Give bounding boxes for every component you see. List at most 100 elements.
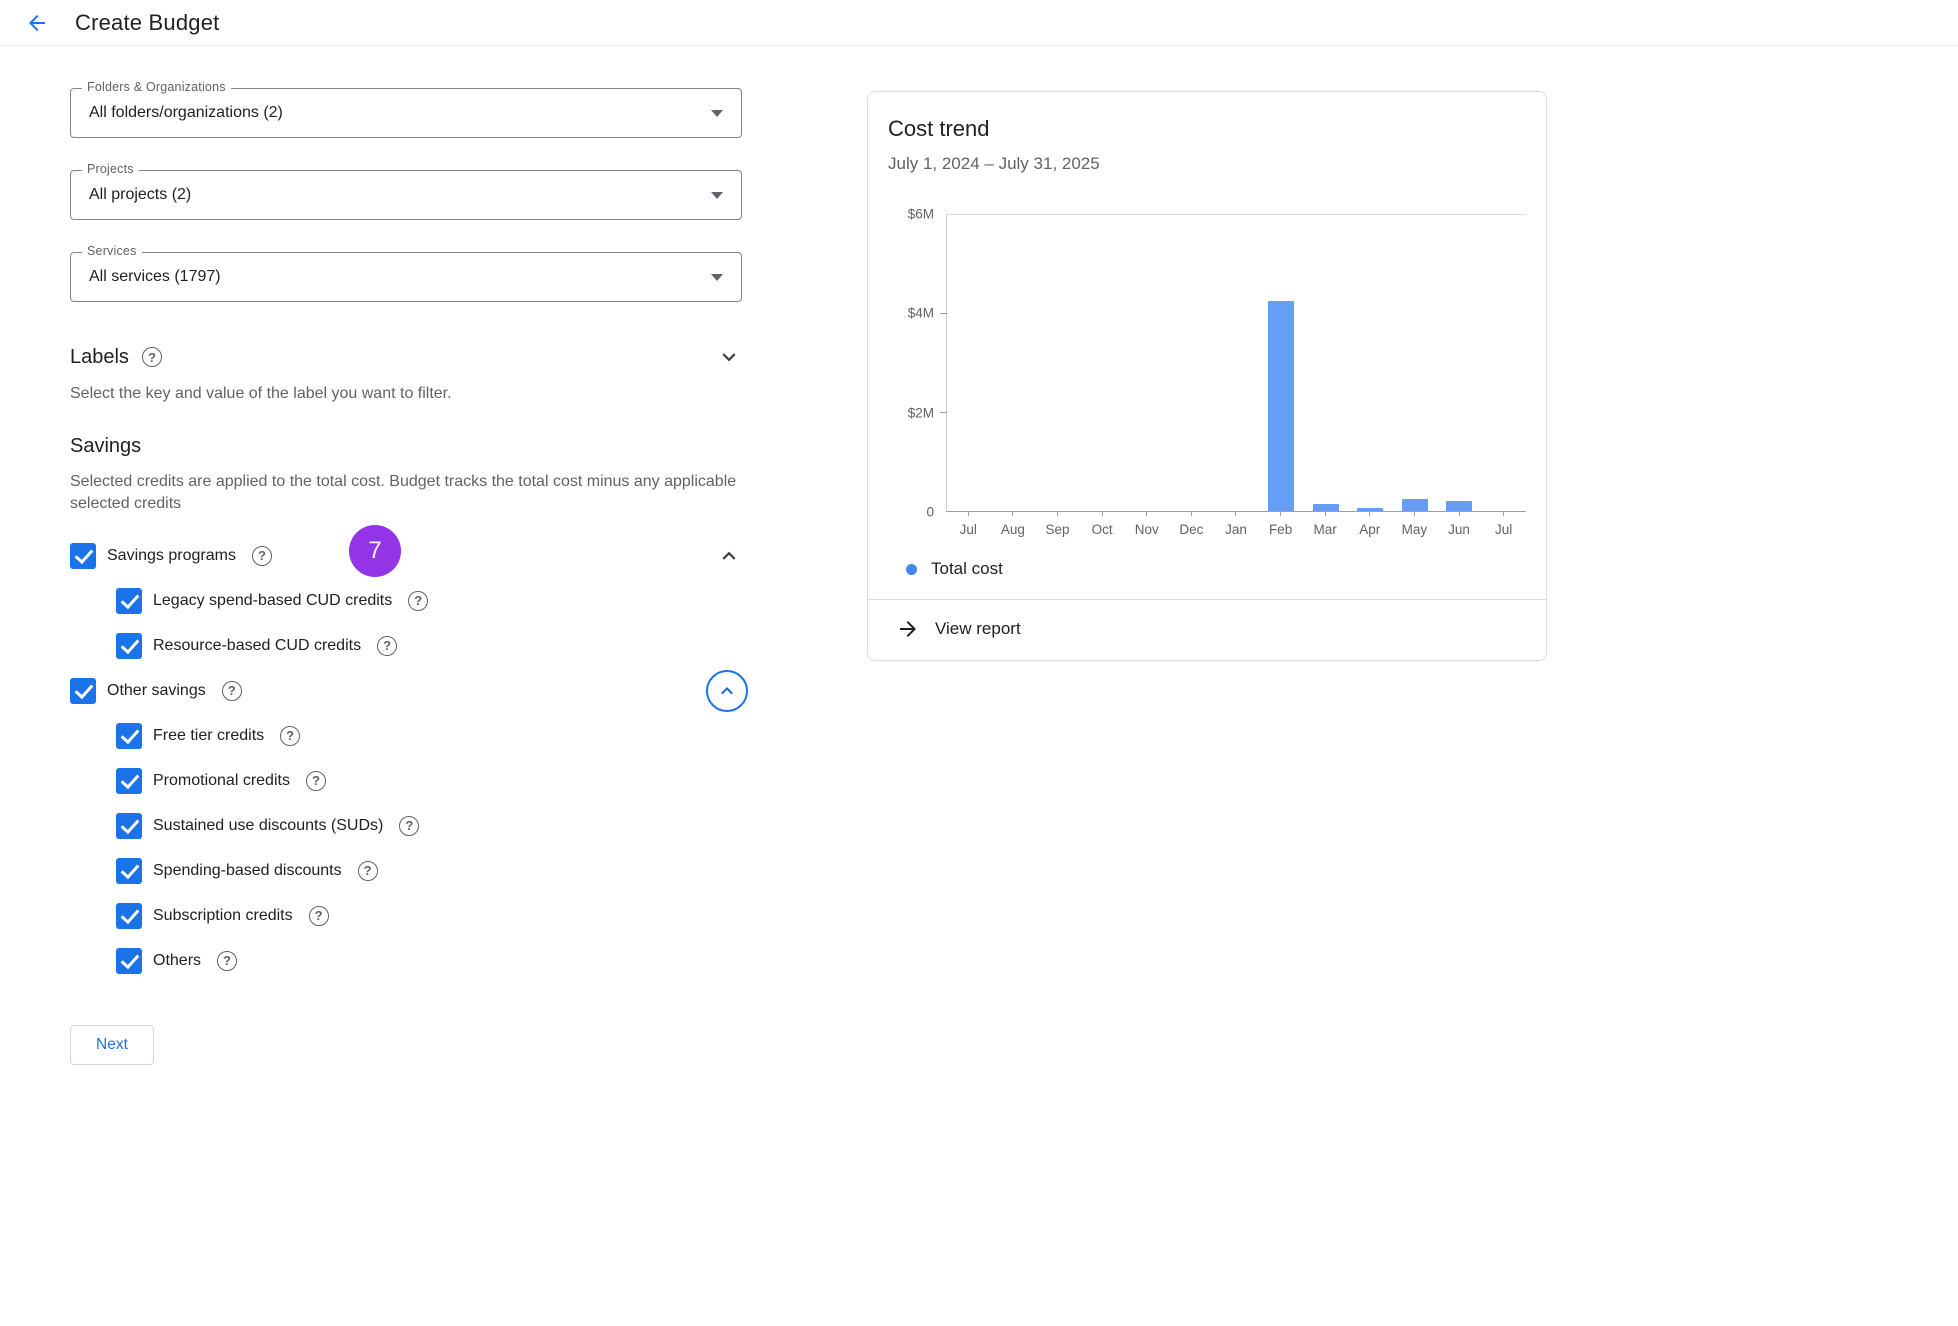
other-savings-row: Other savings bbox=[70, 668, 748, 713]
x-tick-1: Aug bbox=[991, 512, 1036, 537]
folders-organizations-label: Folders & Organizations bbox=[82, 80, 231, 94]
services-label: Services bbox=[82, 244, 142, 258]
x-tick-label: Jul bbox=[959, 522, 977, 537]
x-tick-label: Jun bbox=[1448, 522, 1470, 537]
free-tier-credits-help-icon[interactable] bbox=[280, 725, 301, 746]
subscription-credits-label: Subscription credits bbox=[153, 906, 293, 924]
x-tick-label: Jul bbox=[1494, 522, 1513, 537]
legacy-cud-credits-row: Legacy spend-based CUD credits bbox=[116, 578, 742, 623]
promotional-credits-help-icon[interactable] bbox=[305, 770, 326, 791]
others-checkbox[interactable] bbox=[116, 947, 142, 974]
labels-section: Labels Select the key and value of the l… bbox=[70, 344, 742, 405]
savings-section: Savings Selected credits are applied to … bbox=[70, 435, 748, 983]
bar-may-10 bbox=[1401, 498, 1428, 511]
x-tick-2: Sep bbox=[1035, 512, 1080, 537]
others-row: Others bbox=[116, 938, 742, 983]
savings-section-title: Savings bbox=[70, 435, 142, 457]
bar-slot-10 bbox=[1392, 214, 1437, 511]
card-divider bbox=[868, 599, 1546, 600]
legacy-cud-credits-checkbox[interactable] bbox=[116, 587, 142, 614]
labels-section-title: Labels bbox=[70, 345, 129, 368]
x-tick-mark bbox=[1190, 512, 1192, 516]
free-tier-credits-label: Free tier credits bbox=[153, 726, 265, 744]
sustained-use-discounts-label: Sustained use discounts (SUDs) bbox=[153, 816, 384, 834]
x-tick-mark bbox=[1235, 512, 1237, 516]
x-tick-mark bbox=[1503, 512, 1505, 516]
dropdown-arrow-icon bbox=[711, 273, 723, 281]
labels-section-description: Select the key and value of the label yo… bbox=[70, 385, 452, 402]
services-select[interactable]: Services All services (1797) bbox=[70, 244, 742, 302]
free-tier-credits-checkbox[interactable] bbox=[116, 722, 142, 749]
spending-based-discounts-checkbox[interactable] bbox=[116, 857, 142, 884]
x-tick-4: Nov bbox=[1124, 512, 1169, 537]
others-label: Others bbox=[153, 951, 202, 969]
y-tick-mark bbox=[940, 412, 947, 414]
x-tick-mark bbox=[1057, 512, 1059, 516]
chevron-up-icon[interactable] bbox=[716, 543, 742, 569]
cost-trend-chart: $6M $4M $2M 0 Jul Aug Sep Oct Nov Dec Jan Feb Mar Ap… bbox=[888, 207, 1526, 537]
promotional-credits-checkbox[interactable] bbox=[116, 767, 142, 794]
x-tick-mark bbox=[1012, 512, 1014, 516]
budget-scope-form: Folders & Organizations All folders/orga… bbox=[70, 80, 748, 1065]
legend-dot-icon bbox=[906, 563, 917, 575]
chart-plot-wrap: Jul Aug Sep Oct Nov Dec Jan Feb Mar Apr May Jun Jul bbox=[940, 214, 1526, 537]
bar-slot-7 bbox=[1259, 214, 1304, 511]
savings-section-description: Selected credits are applied to the tota… bbox=[70, 473, 737, 512]
free-tier-credits-row: Free tier credits bbox=[116, 713, 742, 758]
cost-trend-card: Cost trend July 1, 2024 – July 31, 2025 … bbox=[867, 91, 1547, 661]
others-help-icon[interactable] bbox=[217, 950, 238, 971]
cost-trend-title: Cost trend bbox=[888, 116, 990, 141]
bar-slot-5 bbox=[1170, 214, 1215, 511]
sustained-use-discounts-row: Sustained use discounts (SUDs) bbox=[116, 803, 742, 848]
x-tick-9: Apr bbox=[1347, 512, 1392, 537]
subscription-credits-help-icon[interactable] bbox=[308, 905, 329, 926]
x-tick-12: Jul bbox=[1481, 512, 1526, 537]
view-report-label: View report bbox=[935, 619, 1021, 638]
back-arrow-icon[interactable] bbox=[25, 11, 49, 35]
legacy-cud-credits-label: Legacy spend-based CUD credits bbox=[153, 591, 393, 609]
subscription-credits-checkbox[interactable] bbox=[116, 902, 142, 929]
projects-value: All projects (2) bbox=[89, 186, 192, 203]
savings-programs-checkbox[interactable] bbox=[70, 542, 96, 569]
savings-programs-help-icon[interactable] bbox=[251, 545, 272, 566]
spending-based-discounts-help-icon[interactable] bbox=[357, 860, 378, 881]
bar-slot-12 bbox=[1481, 214, 1526, 511]
sustained-use-discounts-help-icon[interactable] bbox=[399, 815, 420, 836]
bar-slot-8 bbox=[1303, 214, 1348, 511]
spending-based-discounts-label: Spending-based discounts bbox=[153, 861, 342, 879]
other-savings-checkbox[interactable] bbox=[70, 677, 96, 704]
legacy-cud-credits-help-icon[interactable] bbox=[408, 590, 429, 611]
top-gridline bbox=[947, 214, 1526, 215]
x-tick-label: Feb bbox=[1268, 522, 1293, 537]
chevron-up-focused-button[interactable] bbox=[706, 669, 748, 712]
next-button[interactable]: Next bbox=[70, 1025, 154, 1065]
x-tick-mark bbox=[1369, 512, 1371, 516]
labels-help-icon[interactable] bbox=[141, 347, 162, 367]
x-tick-mark bbox=[1413, 512, 1415, 516]
bar-slot-9 bbox=[1348, 214, 1393, 511]
resource-cud-credits-row: Resource-based CUD credits bbox=[116, 623, 742, 668]
projects-select[interactable]: Projects All projects (2) bbox=[70, 162, 742, 220]
sustained-use-discounts-checkbox[interactable] bbox=[116, 812, 142, 839]
subscription-credits-row: Subscription credits bbox=[116, 893, 742, 938]
resource-cud-credits-help-icon[interactable] bbox=[377, 635, 398, 656]
dropdown-arrow-icon bbox=[711, 109, 723, 117]
savings-programs-row: Savings programs 7 bbox=[70, 525, 742, 578]
resource-cud-credits-checkbox[interactable] bbox=[116, 632, 142, 659]
x-tick-mark bbox=[967, 512, 969, 516]
chevron-down-icon[interactable] bbox=[716, 344, 742, 370]
x-tick-mark bbox=[1324, 512, 1326, 516]
bar-slot-11 bbox=[1437, 214, 1482, 511]
x-tick-label: Nov bbox=[1134, 522, 1159, 537]
folders-organizations-select[interactable]: Folders & Organizations All folders/orga… bbox=[70, 80, 742, 138]
view-report-link[interactable]: View report bbox=[888, 600, 1526, 660]
x-tick-label: Mar bbox=[1313, 522, 1337, 537]
page-header: Create Budget bbox=[0, 0, 1958, 46]
bar-slot-1 bbox=[992, 214, 1037, 511]
folders-organizations-value: All folders/organizations (2) bbox=[89, 104, 283, 121]
other-savings-help-icon[interactable] bbox=[221, 680, 242, 701]
other-savings-label: Other savings bbox=[107, 681, 206, 699]
x-tick-label: Apr bbox=[1359, 522, 1381, 537]
cost-trend-date-range: July 1, 2024 – July 31, 2025 bbox=[888, 154, 1100, 173]
savings-checkbox-list: Savings programs 7 Legacy spend-based CU… bbox=[70, 525, 748, 983]
